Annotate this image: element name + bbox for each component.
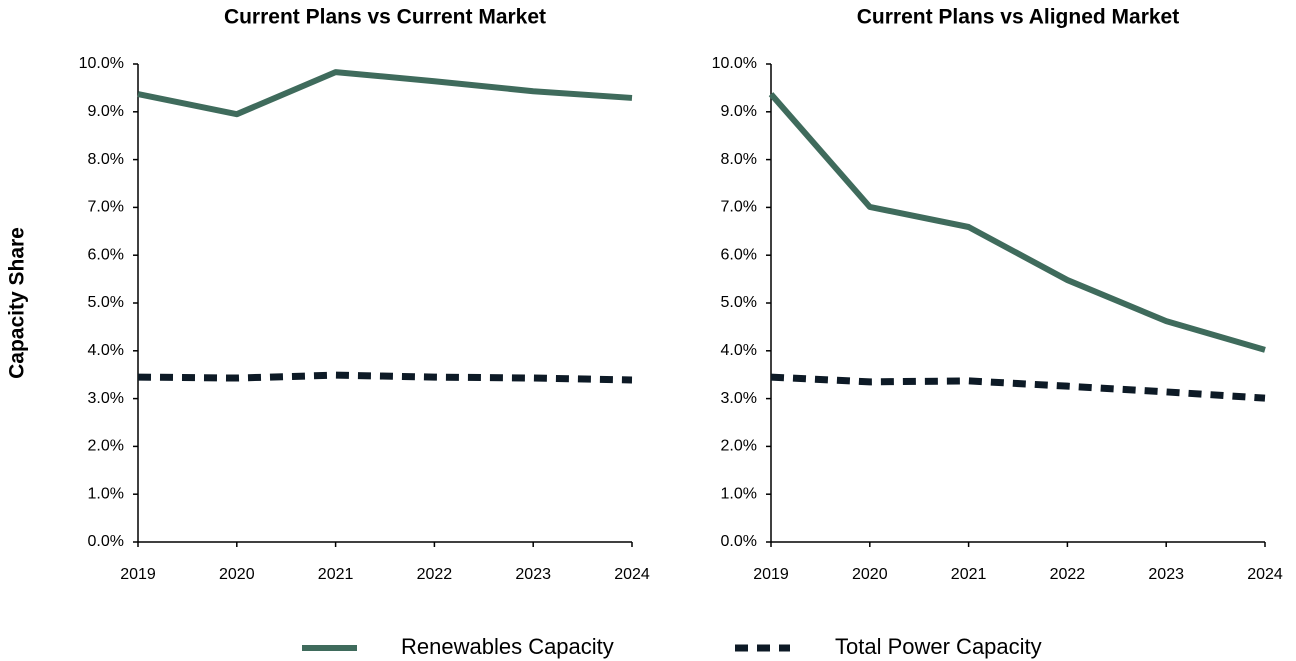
x-tick-label: 2020 [852,566,888,583]
x-tick-label: 2019 [120,566,156,583]
series-line [768,92,1266,353]
y-tick-label: 2.0% [721,438,757,455]
y-tick-label: 4.0% [721,342,757,359]
x-tick-label: 2021 [951,566,987,583]
y-tick-label: 7.0% [721,199,757,216]
x-tick-label: 2022 [417,566,453,583]
y-tick-label: 10.0% [712,55,757,72]
y-tick-label: 0.0% [721,533,757,550]
y-tick-label: 3.0% [721,390,757,407]
y-tick-label: 8.0% [721,151,757,168]
y-tick-label: 2.0% [88,438,124,455]
y-tick-label: 6.0% [88,246,124,263]
y-tick-label: 5.0% [721,294,757,311]
y-tick-label: 7.0% [88,199,124,216]
y-axis-label: Capacity Share [6,227,29,379]
series-line [137,69,633,118]
y-tick-label: 9.0% [721,103,757,120]
x-tick-label: 2023 [515,566,551,583]
y-tick-label: 9.0% [88,103,124,120]
series-line [137,371,633,384]
x-tick-label: 2024 [1247,566,1283,583]
y-tick-label: 0.0% [88,533,124,550]
series-line [770,373,1266,402]
y-tick-label: 6.0% [721,246,757,263]
legend-label: Renewables Capacity [401,634,614,659]
x-tick-label: 2024 [614,566,650,583]
chart-title: Current Plans vs Aligned Market [857,6,1179,29]
y-tick-label: 1.0% [88,485,124,502]
chart-title: Current Plans vs Current Market [224,6,546,29]
y-tick-label: 4.0% [88,342,124,359]
x-tick-label: 2020 [219,566,255,583]
x-tick-label: 2019 [753,566,789,583]
y-tick-label: 3.0% [88,390,124,407]
y-tick-label: 1.0% [721,485,757,502]
x-tick-label: 2022 [1050,566,1086,583]
x-tick-label: 2023 [1148,566,1184,583]
y-tick-label: 10.0% [79,55,124,72]
y-tick-label: 5.0% [88,294,124,311]
legend-label: Total Power Capacity [835,634,1042,659]
x-tick-label: 2021 [318,566,354,583]
y-tick-label: 8.0% [88,151,124,168]
